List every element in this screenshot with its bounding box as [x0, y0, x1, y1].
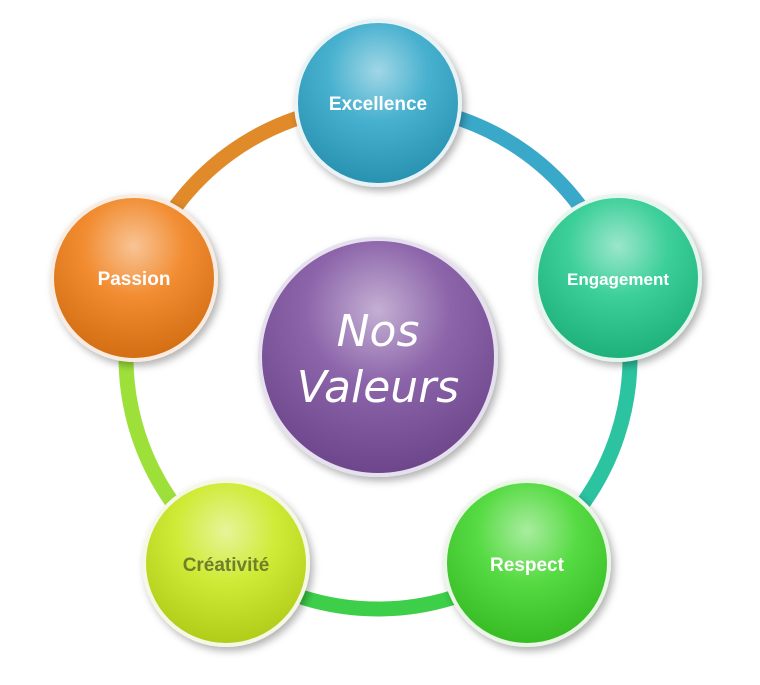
value-gloss	[146, 483, 306, 643]
center-gloss	[262, 241, 494, 473]
value-gloss	[298, 23, 458, 183]
value-node-engagement: Engagement	[534, 194, 702, 362]
value-node-passion: Passion	[50, 194, 218, 362]
connector-engagement-respect	[576, 353, 638, 509]
value-node-creativite: Créativité	[142, 479, 310, 647]
value-label-respect: Respect	[490, 555, 565, 576]
value-node-respect: Respect	[443, 479, 611, 647]
connector-respect-creativite	[296, 590, 460, 617]
value-label-engagement: Engagement	[567, 270, 669, 289]
value-label-excellence: Excellence	[329, 94, 427, 115]
center-node: Nos Valeurs	[258, 237, 498, 477]
value-gloss	[538, 198, 698, 358]
value-label-passion: Passion	[98, 269, 171, 290]
ring-connectors	[118, 111, 638, 617]
value-label-creativite: Créativité	[183, 555, 270, 576]
value-gloss	[447, 483, 607, 643]
connector-creativite-passion	[118, 353, 180, 509]
center-title-line-2: Valeurs	[297, 362, 459, 413]
connector-excellence-engagement	[452, 111, 587, 213]
value-node-excellence: Excellence	[294, 19, 462, 187]
value-gloss	[54, 198, 214, 358]
center-title-line-1: Nos	[337, 306, 420, 357]
connector-passion-excellence	[169, 111, 304, 213]
